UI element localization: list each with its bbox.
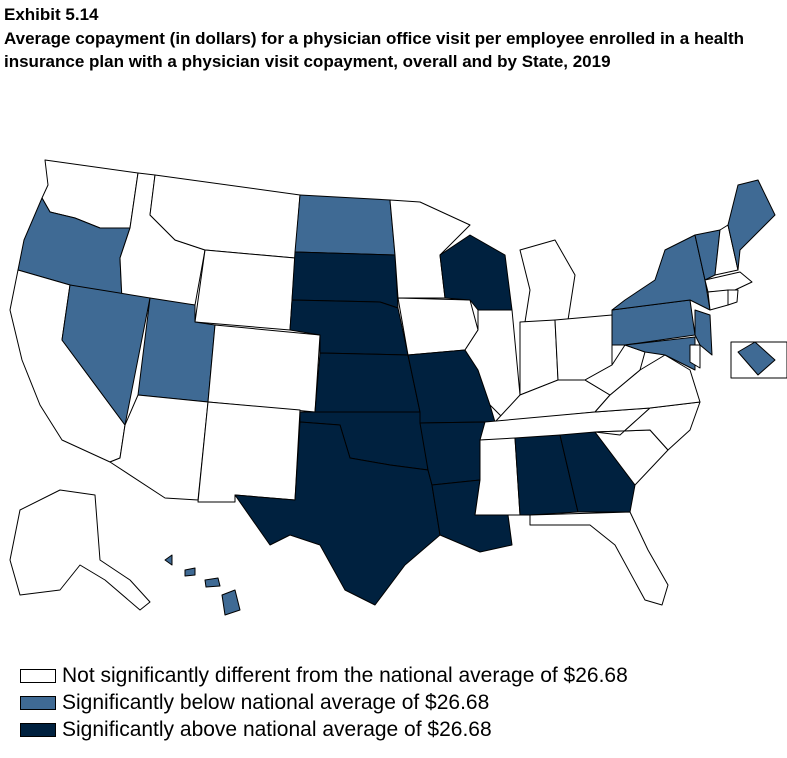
state-IL — [464, 309, 521, 421]
state-TX — [234, 421, 441, 606]
state-MS — [474, 437, 521, 516]
state-ND — [294, 194, 396, 256]
exhibit-number: Exhibit 5.14 — [4, 5, 99, 24]
state-ME — [727, 179, 776, 271]
map-title: Average copayment (in dollars) for a phy… — [4, 29, 745, 71]
state-CT — [707, 289, 729, 311]
us-state-map — [9, 159, 787, 616]
map-legend: Not significantly different from the nat… — [20, 662, 628, 743]
state-IA — [397, 297, 479, 356]
legend-label-not-different: Not significantly different from the nat… — [62, 663, 628, 687]
legend-swatch-below — [20, 695, 56, 710]
state-FL — [529, 511, 669, 606]
legend-swatch-above — [20, 722, 56, 737]
state-MI — [519, 239, 576, 323]
legend-item-above: Significantly above national average of … — [20, 716, 628, 743]
state-HI — [164, 554, 241, 616]
state-AL — [514, 434, 579, 516]
state-WY — [194, 249, 296, 331]
state-WI — [439, 234, 513, 311]
state-NJ — [694, 309, 713, 356]
state-DE — [689, 344, 701, 369]
state-AK — [9, 489, 151, 611]
state-SD — [291, 251, 399, 309]
dc-shape — [737, 341, 776, 376]
state-NY — [611, 234, 711, 311]
legend-label-below: Significantly below national average of … — [62, 690, 490, 714]
state-MA — [704, 271, 753, 293]
state-MD — [624, 336, 696, 371]
legend-item-below: Significantly below national average of … — [20, 689, 628, 716]
legend-swatch-not-different — [20, 668, 56, 683]
state-GA — [559, 431, 636, 513]
legend-label-above: Significantly above national average of … — [62, 717, 492, 741]
state-CO — [207, 324, 321, 413]
state-KS — [314, 352, 421, 413]
legend-item-not-different: Not significantly different from the nat… — [20, 662, 628, 689]
state-RI — [727, 289, 739, 306]
state-NM — [197, 401, 301, 503]
